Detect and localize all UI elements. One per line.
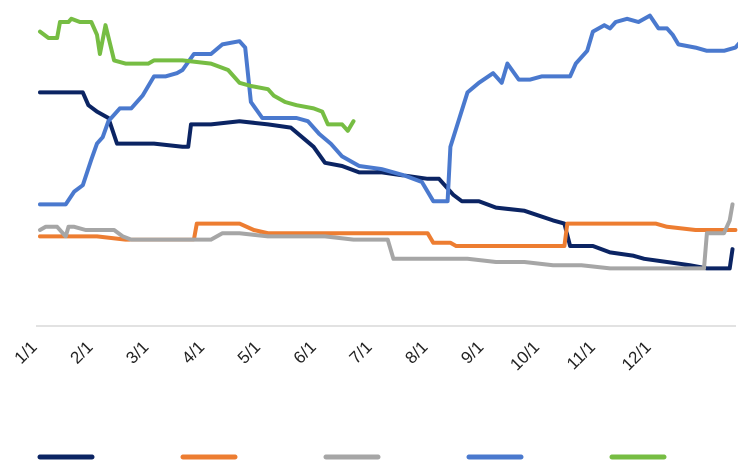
x-tick-label: 3/1 [122,337,152,367]
x-tick-label: 1/1 [11,337,41,367]
series-layer [38,13,738,271]
x-tick-label: 7/1 [346,337,376,367]
x-tick-label: 11/1 [563,337,599,373]
series-line-3 [38,202,735,271]
series-line-4 [38,13,738,207]
x-tick-label: 4/1 [178,337,208,367]
x-tick-label: 8/1 [401,337,431,367]
x-tick-labels: 1/1 2/1 3/1 4/1 5/1 6/1 7/1 8/1 9/1 10/1 11/1 12/1 [11,337,655,374]
x-tick-label: 5/1 [234,337,264,367]
x-tick-label: 9/1 [457,337,487,367]
x-tick-label: 12/1 [618,337,655,374]
series-line-1 [38,90,735,271]
series-line-5 [38,16,356,133]
x-tick-label: 2/1 [66,337,96,367]
x-tick-label: 6/1 [290,337,320,367]
x-tick-label: 10/1 [506,337,543,374]
